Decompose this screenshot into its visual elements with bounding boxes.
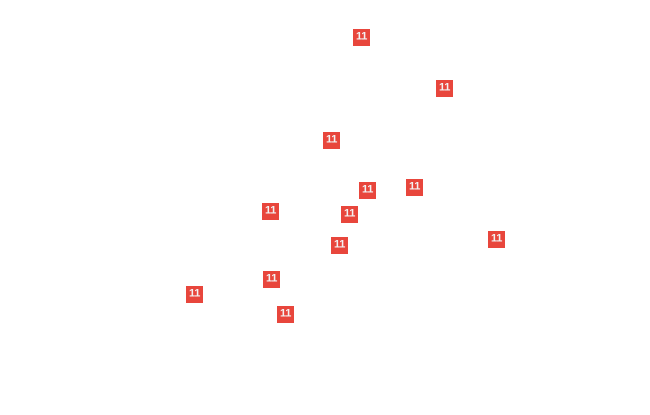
map-marker-label: 11	[343, 207, 356, 220]
map-marker-label: 11	[408, 180, 421, 193]
map-marker-label: 11	[361, 183, 374, 196]
map-marker-label: 11	[265, 272, 278, 285]
map-marker-label: 11	[333, 238, 346, 251]
map-marker[interactable]: 11	[341, 206, 358, 223]
map-marker[interactable]: 11	[406, 179, 423, 196]
map-marker-label: 11	[188, 287, 201, 300]
map-marker[interactable]: 11	[359, 182, 376, 199]
map-marker[interactable]: 11	[186, 286, 203, 303]
map-marker-label: 11	[355, 30, 368, 43]
map-marker[interactable]: 11	[323, 132, 340, 149]
map-marker-label: 11	[279, 307, 292, 320]
map-marker-label: 11	[264, 204, 277, 217]
map-marker[interactable]: 11	[353, 29, 370, 46]
map-marker[interactable]: 11	[263, 271, 280, 288]
map-marker[interactable]: 11	[277, 306, 294, 323]
map-marker[interactable]: 11	[436, 80, 453, 97]
map-marker-label: 11	[325, 133, 338, 146]
map-marker[interactable]: 11	[262, 203, 279, 220]
map-marker[interactable]: 11	[331, 237, 348, 254]
map-marker-label: 11	[438, 81, 451, 94]
map-marker-label: 11	[490, 232, 503, 245]
map-marker[interactable]: 11	[488, 231, 505, 248]
